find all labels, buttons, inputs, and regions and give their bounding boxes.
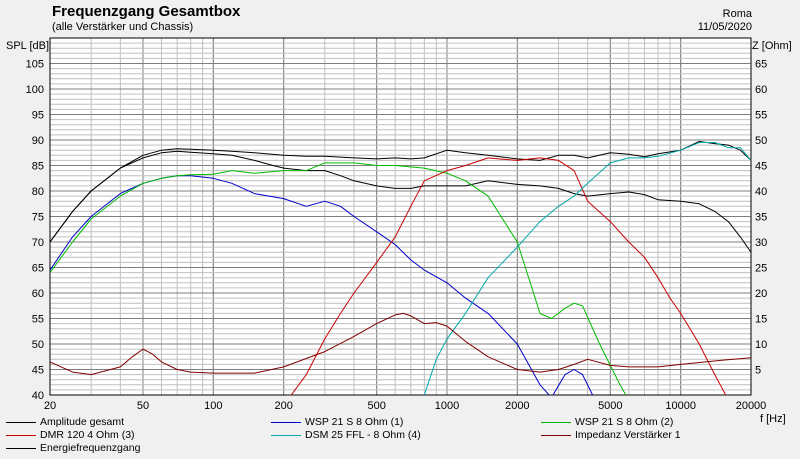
legend-label: DSM 25 FFL - 8 Ohm (4) [305,429,421,441]
legend-swatch [6,447,36,449]
legend-label: WSP 21 S 8 Ohm (1) [305,416,404,428]
series-line-energiefrequenzgang [50,150,751,253]
legend-label: Impedanz Verstärker 1 [575,429,681,441]
x-tick-label: 2000 [505,400,529,412]
y-axis-label: SPL [dB] [6,40,50,52]
y-tick-label: 40 [32,390,44,402]
y-tick-label: 95 [32,110,44,122]
y2-tick-label: 5 [755,365,761,377]
legend-swatch [271,434,301,436]
y-tick-label: 80 [32,186,44,198]
legend: Amplitude gesamt WSP 21 S 8 Ohm (1) WSP 21… [0,416,800,456]
x-tick-label: 50 [137,400,149,412]
y-tick-label: 100 [26,84,44,96]
y2-tick-label: 25 [755,263,767,275]
y2-tick-label: 35 [755,212,767,224]
y2-tick-label: 30 [755,237,767,249]
grid [49,37,752,396]
legend-item: WSP 21 S 8 Ohm (1) [271,416,403,429]
y2-tick-label: 15 [755,314,767,326]
date-label: 11/05/2020 [697,21,752,33]
series-line-amplitude-gesamt [50,141,751,243]
legend-swatch [6,421,36,423]
y2-axis-label: Z [Ohm] [752,40,792,52]
y2-tick-label: 50 [755,135,767,147]
legend-label: DMR 120 4 Ohm (3) [40,429,135,441]
series-line-wsp-21-s-8-ohm-2 [50,162,627,395]
tick-labels: 20 50 100 200 500 1000 2000 5000 10000 20000 40 45 5… [26,59,768,413]
legend-swatch [6,434,36,436]
series-line-dmr-120-4-ohm-3 [290,157,727,395]
legend-item: Energiefrequenzgang [6,442,140,455]
author-label: Roma [722,8,752,20]
y2-tick-label: 40 [755,186,767,198]
x-axis-label: f [Hz] [760,413,786,425]
plot-border [49,37,752,396]
chart-title: Frequenzgang Gesamtbox [52,3,241,20]
legend-item: DSM 25 FFL - 8 Ohm (4) [271,429,421,442]
x-tick-label: 200 [274,400,292,412]
legend-label: Amplitude gesamt [40,416,125,428]
y2-tick-label: 45 [755,161,767,173]
chart-subtitle: (alle Verstärker und Chassis) [52,21,194,33]
x-tick-label: 20000 [736,400,767,412]
y-tick-label: 55 [32,314,44,326]
y2-tick-label: 55 [755,110,767,122]
x-tick-label: 5000 [598,400,622,412]
x-tick-label: 1000 [435,400,459,412]
legend-swatch [271,421,301,423]
y-tick-label: 85 [32,161,44,173]
y-tick-label: 70 [32,237,44,249]
x-tick-label: 100 [204,400,222,412]
y-tick-label: 45 [32,365,44,377]
y-tick-label: 105 [26,59,44,71]
legend-swatch [541,434,571,436]
series-line-impedanz-verst-rker-1 [50,312,751,376]
legend-label: Energiefrequenzgang [40,442,141,454]
legend-swatch [541,421,571,423]
y-tick-label: 50 [32,339,44,351]
y2-tick-label: 65 [755,59,767,71]
y-tick-label: 75 [32,212,44,224]
series-lines [50,141,751,395]
y-tick-label: 90 [32,135,44,147]
y-tick-label: 60 [32,288,44,300]
x-tick-label: 500 [367,400,385,412]
legend-item: DMR 120 4 Ohm (3) [6,429,135,442]
y2-tick-label: 10 [755,339,767,351]
y-tick-label: 65 [32,263,44,275]
legend-item: WSP 21 S 8 Ohm (2) [541,416,673,429]
legend-item: Impedanz Verstärker 1 [541,429,681,442]
chart-meta: Roma 11/05/2020 [698,8,752,34]
series-line-dsm-25-ffl-8-ohm-4 [423,142,751,395]
x-tick-label: 20 [44,400,56,412]
x-tick-label: 10000 [665,400,696,412]
y2-tick-label: 20 [755,288,767,300]
legend-item: Amplitude gesamt [6,416,124,429]
legend-label: WSP 21 S 8 Ohm (2) [575,416,674,428]
y2-tick-label: 60 [755,84,767,96]
